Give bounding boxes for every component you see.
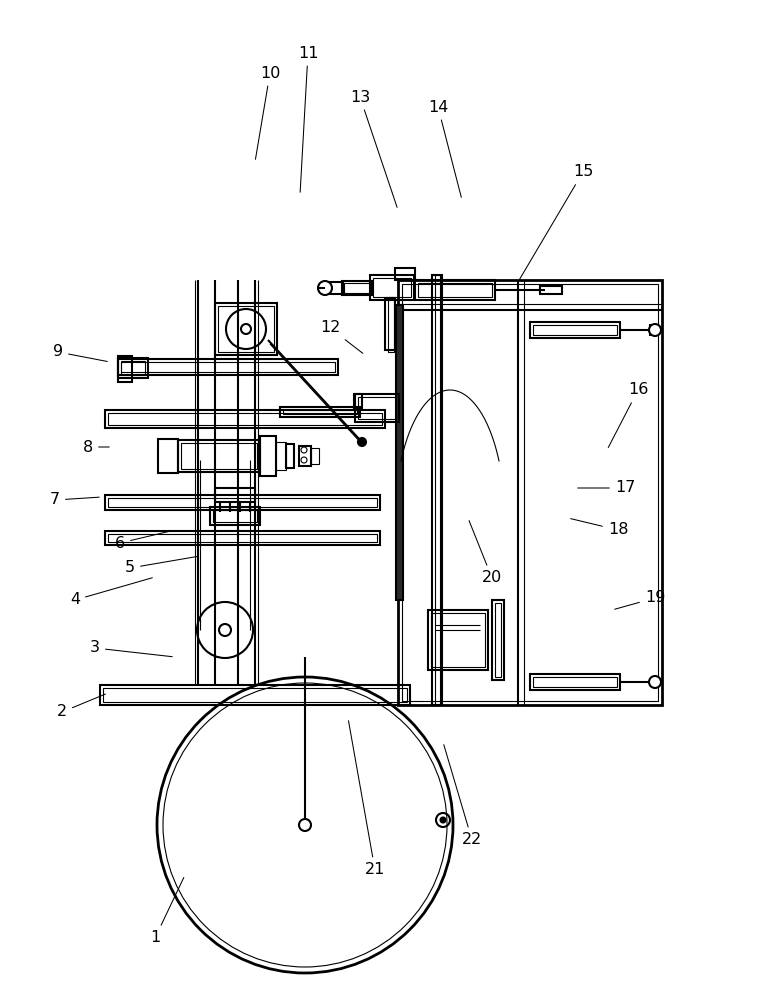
Text: 11: 11	[298, 45, 318, 192]
Text: 15: 15	[519, 164, 593, 280]
Bar	[355, 394, 399, 422]
Bar	[218, 306, 274, 352]
Bar	[276, 442, 286, 470]
Bar	[118, 359, 338, 375]
Text: 7: 7	[50, 492, 99, 508]
Bar	[286, 444, 294, 468]
Bar	[215, 303, 277, 355]
Text: 4: 4	[70, 578, 153, 607]
Bar	[395, 268, 415, 280]
Bar	[432, 275, 442, 705]
Bar	[342, 281, 372, 295]
Bar	[354, 394, 362, 408]
Circle shape	[219, 624, 231, 636]
Text: 16: 16	[608, 382, 648, 448]
Bar	[396, 305, 403, 600]
Bar	[344, 283, 370, 293]
Bar	[105, 495, 380, 510]
Bar	[370, 275, 414, 300]
Bar	[418, 283, 492, 297]
Bar	[283, 410, 357, 414]
Bar	[533, 677, 617, 687]
Bar	[435, 275, 440, 705]
Circle shape	[299, 819, 311, 831]
Bar	[103, 688, 407, 702]
Text: 10: 10	[255, 66, 280, 159]
Text: 6: 6	[115, 531, 173, 550]
Bar	[415, 280, 495, 300]
Bar	[530, 322, 620, 338]
Bar	[325, 282, 343, 294]
Text: 8: 8	[83, 440, 109, 454]
Bar	[121, 362, 335, 372]
Bar	[260, 436, 276, 476]
Bar	[495, 603, 501, 677]
Bar	[431, 613, 485, 667]
Bar	[181, 443, 257, 469]
Bar	[105, 531, 380, 545]
Bar	[210, 507, 260, 525]
Text: 19: 19	[614, 590, 665, 609]
Text: 13: 13	[350, 90, 397, 207]
Circle shape	[358, 438, 366, 446]
Bar	[388, 297, 394, 352]
Bar	[105, 410, 385, 428]
Circle shape	[649, 324, 661, 336]
Text: 20: 20	[469, 521, 502, 585]
Bar	[100, 685, 410, 705]
Bar	[385, 298, 395, 350]
Circle shape	[241, 324, 251, 334]
Bar	[492, 600, 504, 680]
Bar	[402, 284, 658, 701]
Bar	[280, 407, 360, 417]
Bar	[121, 361, 145, 375]
Bar	[358, 397, 396, 419]
Text: 22: 22	[444, 745, 482, 848]
Bar	[299, 446, 311, 466]
Bar	[213, 510, 257, 522]
Bar	[158, 439, 178, 473]
Bar	[398, 280, 662, 705]
Text: 14: 14	[428, 100, 461, 197]
Text: 9: 9	[53, 344, 107, 361]
Text: 3: 3	[90, 641, 173, 657]
Bar	[530, 674, 620, 690]
Bar	[108, 413, 382, 425]
Text: 17: 17	[578, 481, 635, 495]
Text: 21: 21	[348, 721, 385, 878]
Bar	[108, 534, 377, 542]
Circle shape	[649, 676, 661, 688]
Text: 12: 12	[320, 320, 363, 353]
Text: 5: 5	[125, 556, 197, 576]
Text: 18: 18	[571, 519, 628, 538]
Bar	[540, 286, 562, 294]
Bar	[373, 278, 411, 297]
Bar	[428, 610, 488, 670]
Bar	[108, 498, 377, 507]
Circle shape	[318, 281, 332, 295]
Circle shape	[440, 818, 446, 822]
Bar	[311, 448, 319, 464]
Text: 1: 1	[150, 878, 184, 946]
Bar	[178, 440, 260, 472]
Bar	[118, 356, 132, 382]
Bar	[533, 325, 617, 335]
Bar	[118, 358, 148, 378]
Bar	[215, 488, 255, 502]
Text: 2: 2	[57, 694, 105, 720]
